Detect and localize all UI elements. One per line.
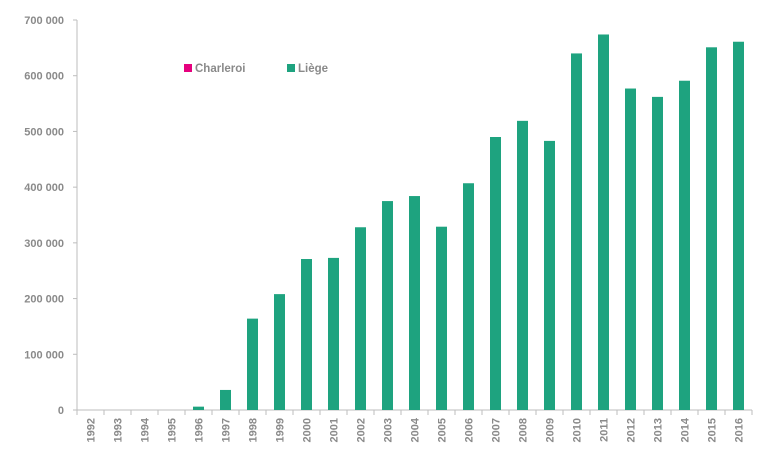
y-tick-label: 200 000 — [24, 294, 64, 306]
bar — [544, 140, 555, 410]
bar — [436, 226, 447, 410]
bar — [328, 257, 339, 410]
bar — [193, 406, 204, 410]
bar — [733, 41, 744, 410]
bar — [247, 318, 258, 410]
bar — [355, 227, 366, 410]
y-tick-label: 300 000 — [24, 238, 64, 250]
x-tick-label: 2015 — [707, 418, 719, 442]
x-tick-label: 2007 — [491, 418, 503, 442]
x-tick-label: 2012 — [626, 418, 638, 442]
y-axis: 0 100 000 200 000 300 000 400 000 500 000 600 … — [24, 15, 78, 417]
bar — [679, 80, 690, 410]
x-tick-label: 2003 — [383, 418, 395, 442]
x-tick-label: 2016 — [734, 418, 746, 442]
bar — [382, 201, 393, 410]
legend-swatch — [184, 64, 192, 72]
x-tick-label: 2008 — [518, 418, 530, 442]
bar — [301, 259, 312, 410]
legend-swatch — [287, 64, 295, 72]
bar — [490, 137, 501, 410]
x-tick-label: 2011 — [599, 418, 611, 442]
x-tick-label: 2000 — [302, 418, 314, 442]
x-tick-label: 1996 — [194, 418, 206, 442]
x-tick-label: 1993 — [113, 418, 125, 442]
y-tick-label: 0 — [58, 405, 64, 417]
y-tick-label: 100 000 — [24, 349, 64, 361]
bar — [598, 34, 609, 410]
y-tick-label: 500 000 — [24, 126, 64, 138]
x-tick-label: 2001 — [329, 418, 341, 442]
bar — [652, 96, 663, 410]
x-tick-label: 1999 — [275, 418, 287, 442]
x-tick-label: 2002 — [356, 418, 368, 442]
bar — [517, 120, 528, 410]
x-tick-label: 2010 — [572, 418, 584, 442]
x-tick-label: 2014 — [680, 417, 692, 442]
x-axis: 1992 1993 1994 1995 1996 1997 1998 1999 2000 2001… — [76, 409, 753, 442]
bar — [274, 294, 285, 410]
x-tick-label: 2004 — [410, 417, 422, 442]
bar — [409, 196, 420, 410]
legend-label: Charleroi — [195, 63, 246, 75]
bar — [571, 53, 582, 411]
x-tick-label: 2006 — [464, 418, 476, 442]
x-tick-label: 1997 — [221, 418, 233, 442]
bar — [625, 88, 636, 411]
y-tick-label: 600 000 — [24, 71, 64, 83]
x-tick-label: 2009 — [545, 418, 557, 442]
x-tick-label: 1998 — [248, 418, 260, 442]
x-tick-label: 1994 — [140, 417, 152, 442]
bar — [463, 183, 474, 410]
bar — [706, 47, 717, 411]
x-tick-label: 1995 — [167, 418, 179, 442]
legend: Charleroi Liège — [184, 63, 328, 75]
bars — [193, 34, 744, 411]
x-tick-label: 1992 — [86, 418, 98, 442]
legend-label: Liège — [298, 63, 328, 75]
bar — [220, 389, 231, 410]
y-tick-label: 400 000 — [24, 182, 64, 194]
x-tick-label: 2005 — [437, 418, 449, 442]
x-tick-label: 2013 — [653, 418, 665, 442]
y-tick-label: 700 000 — [24, 15, 64, 27]
